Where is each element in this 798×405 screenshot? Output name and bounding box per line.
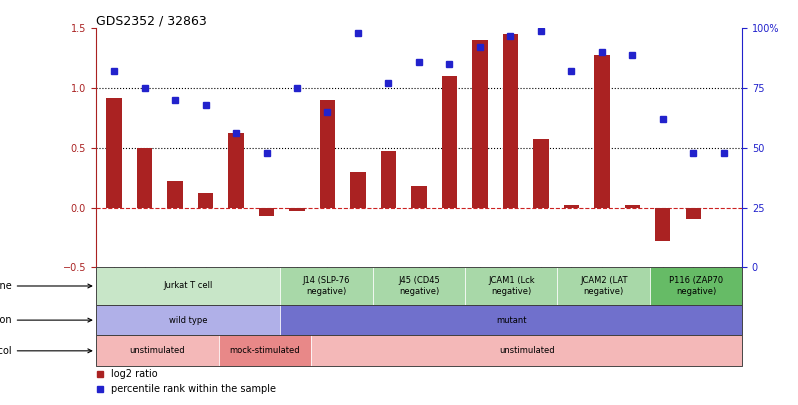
- Bar: [381, 151, 396, 207]
- Text: JCAM2 (LAT
negative): JCAM2 (LAT negative): [580, 276, 627, 296]
- FancyBboxPatch shape: [650, 267, 742, 305]
- Bar: [472, 40, 488, 207]
- Bar: [685, 207, 701, 220]
- FancyBboxPatch shape: [96, 305, 280, 335]
- Bar: [442, 76, 457, 207]
- Bar: [168, 181, 183, 207]
- Bar: [106, 98, 121, 207]
- Bar: [137, 148, 152, 207]
- Bar: [350, 172, 365, 207]
- Text: cell line: cell line: [0, 281, 92, 291]
- Text: unstimulated: unstimulated: [129, 346, 185, 355]
- Text: percentile rank within the sample: percentile rank within the sample: [111, 384, 276, 394]
- Text: mock-stimulated: mock-stimulated: [230, 346, 300, 355]
- FancyBboxPatch shape: [465, 267, 558, 305]
- Text: J14 (SLP-76
negative): J14 (SLP-76 negative): [303, 276, 350, 296]
- Bar: [503, 34, 518, 207]
- Bar: [655, 207, 670, 241]
- Text: Jurkat T cell: Jurkat T cell: [164, 281, 213, 290]
- Bar: [533, 139, 548, 207]
- Bar: [259, 207, 275, 216]
- Bar: [228, 134, 243, 207]
- FancyBboxPatch shape: [280, 267, 373, 305]
- Bar: [320, 100, 335, 207]
- Text: J45 (CD45
negative): J45 (CD45 negative): [398, 276, 440, 296]
- Bar: [411, 186, 427, 207]
- FancyBboxPatch shape: [558, 267, 650, 305]
- Bar: [290, 207, 305, 211]
- FancyBboxPatch shape: [219, 335, 311, 366]
- Text: log2 ratio: log2 ratio: [111, 369, 158, 379]
- FancyBboxPatch shape: [311, 335, 742, 366]
- Text: protocol: protocol: [0, 346, 92, 356]
- FancyBboxPatch shape: [96, 335, 219, 366]
- Text: unstimulated: unstimulated: [499, 346, 555, 355]
- Bar: [563, 205, 579, 207]
- Text: mutant: mutant: [496, 315, 527, 325]
- Bar: [595, 55, 610, 207]
- Bar: [198, 193, 213, 207]
- Text: GDS2352 / 32863: GDS2352 / 32863: [96, 14, 207, 27]
- FancyBboxPatch shape: [96, 267, 280, 305]
- Text: genotype/variation: genotype/variation: [0, 315, 92, 325]
- Text: JCAM1 (Lck
negative): JCAM1 (Lck negative): [488, 276, 535, 296]
- FancyBboxPatch shape: [373, 267, 465, 305]
- Bar: [625, 205, 640, 207]
- Text: P116 (ZAP70
negative): P116 (ZAP70 negative): [669, 276, 723, 296]
- Text: wild type: wild type: [169, 315, 207, 325]
- FancyBboxPatch shape: [280, 305, 742, 335]
